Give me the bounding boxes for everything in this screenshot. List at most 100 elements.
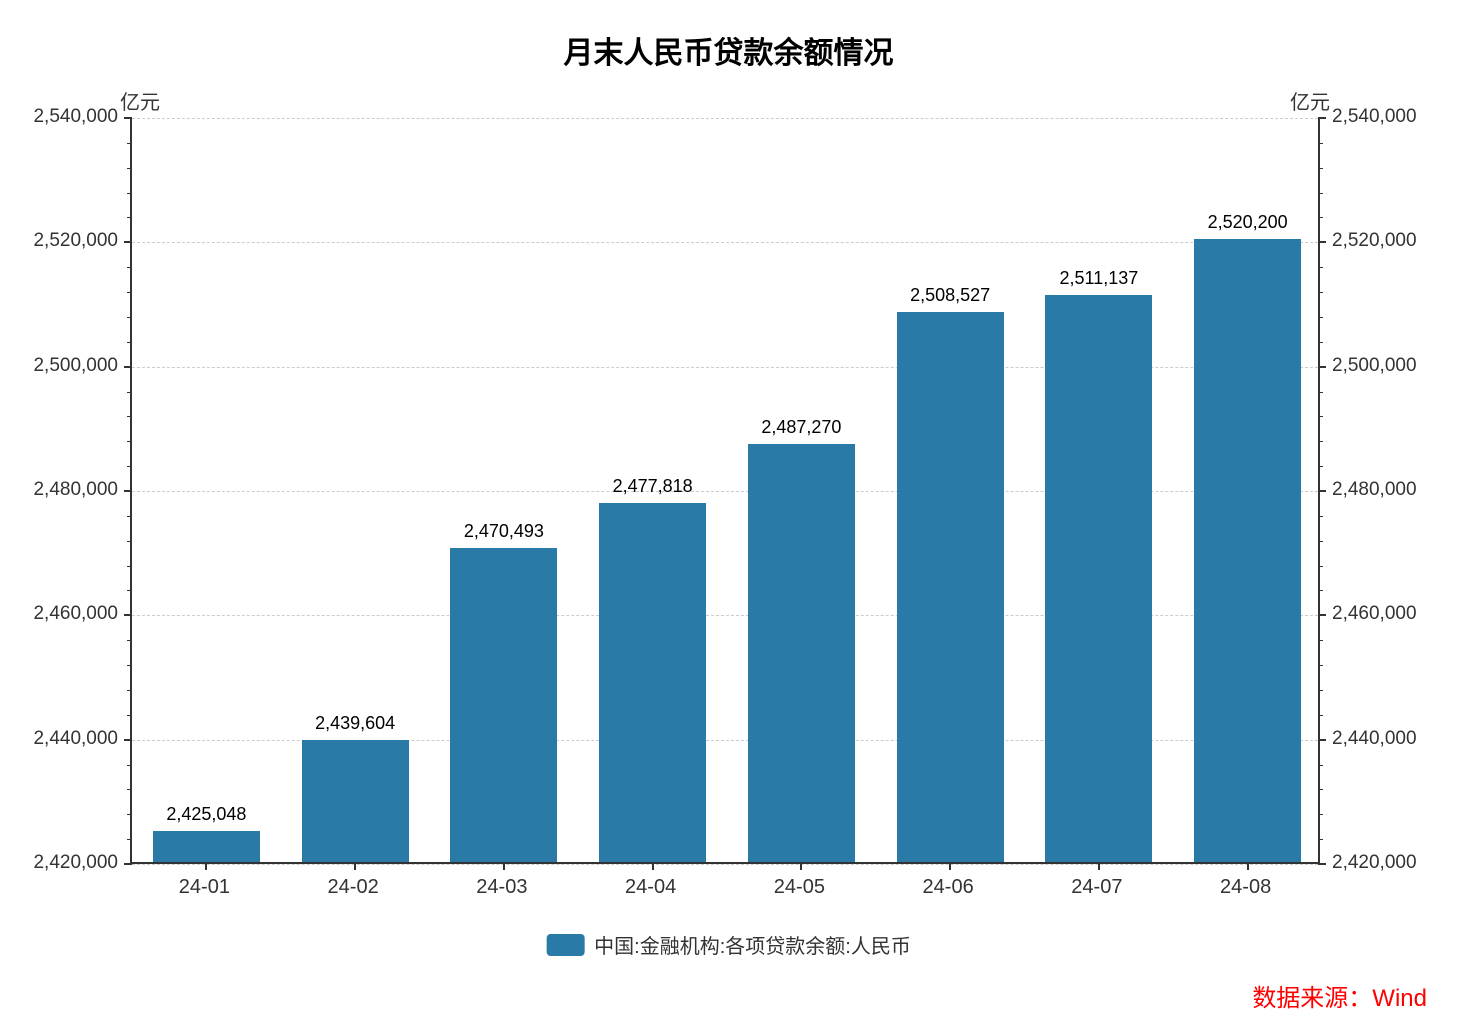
plot-area: 2,425,0482,439,6042,470,4932,477,8182,48… <box>130 118 1320 864</box>
minor-tick-left <box>127 839 132 840</box>
minor-tick-right <box>1318 441 1323 442</box>
bar <box>450 548 557 862</box>
bar <box>1194 239 1301 862</box>
ytick-label-right: 2,480,000 <box>1332 479 1417 501</box>
ytick-label-right: 2,540,000 <box>1332 106 1417 128</box>
bar-value-label: 2,439,604 <box>315 713 395 734</box>
minor-tick-right <box>1318 715 1323 716</box>
minor-tick-right <box>1318 292 1323 293</box>
ytick-mark-right <box>1318 614 1326 616</box>
minor-tick-right <box>1318 217 1323 218</box>
ytick-mark-left <box>124 490 132 492</box>
minor-tick-right <box>1318 590 1323 591</box>
ytick-mark-right <box>1318 117 1326 119</box>
minor-tick-right <box>1318 789 1323 790</box>
bar-value-label: 2,511,137 <box>1060 268 1139 289</box>
bar <box>748 444 855 862</box>
legend: 中国:金融机构:各项贷款余额:人民币 <box>546 930 911 959</box>
xtick-label: 24-07 <box>1071 876 1122 899</box>
bar-value-label: 2,520,200 <box>1208 212 1288 233</box>
ytick-label-left: 2,460,000 <box>33 603 118 625</box>
xtick-mark <box>800 862 802 870</box>
minor-tick-right <box>1318 665 1323 666</box>
xtick-label: 24-05 <box>774 876 825 899</box>
bar <box>897 312 1004 862</box>
ytick-label-right: 2,520,000 <box>1332 230 1417 252</box>
bar-value-label: 2,508,527 <box>910 285 990 306</box>
minor-tick-left <box>127 168 132 169</box>
ytick-label-left: 2,500,000 <box>33 355 118 377</box>
ytick-label-left: 2,440,000 <box>33 728 118 750</box>
minor-tick-left <box>127 814 132 815</box>
chart-title: 月末人民币贷款余额情况 <box>0 28 1457 72</box>
minor-tick-right <box>1318 640 1323 641</box>
gridline <box>132 118 1318 119</box>
bar <box>1045 295 1152 862</box>
ytick-mark-left <box>124 241 132 243</box>
xtick-label: 24-03 <box>476 876 527 899</box>
ytick-label-right: 2,440,000 <box>1332 728 1417 750</box>
ytick-label-left: 2,520,000 <box>33 230 118 252</box>
ytick-mark-left <box>124 366 132 368</box>
minor-tick-right <box>1318 193 1323 194</box>
gridline <box>132 864 1318 865</box>
xtick-mark <box>205 862 207 870</box>
minor-tick-left <box>127 143 132 144</box>
minor-tick-left <box>127 690 132 691</box>
ytick-mark-right <box>1318 739 1326 741</box>
minor-tick-right <box>1318 814 1323 815</box>
xtick-mark <box>949 862 951 870</box>
minor-tick-right <box>1318 267 1323 268</box>
ytick-label-right: 2,420,000 <box>1332 852 1417 874</box>
minor-tick-left <box>127 590 132 591</box>
bar-value-label: 2,487,270 <box>761 417 841 438</box>
minor-tick-left <box>127 665 132 666</box>
minor-tick-left <box>127 640 132 641</box>
xtick-label: 24-06 <box>923 876 974 899</box>
bar-value-label: 2,425,048 <box>166 804 246 825</box>
y-unit-right: 亿元 <box>1290 86 1330 115</box>
minor-tick-right <box>1318 342 1323 343</box>
ytick-mark-left <box>124 614 132 616</box>
minor-tick-left <box>127 541 132 542</box>
minor-tick-left <box>127 516 132 517</box>
ytick-label-right: 2,460,000 <box>1332 603 1417 625</box>
minor-tick-left <box>127 566 132 567</box>
minor-tick-right <box>1318 466 1323 467</box>
minor-tick-left <box>127 392 132 393</box>
xtick-label: 24-01 <box>179 876 230 899</box>
bar <box>153 831 260 862</box>
minor-tick-left <box>127 441 132 442</box>
ytick-mark-left <box>124 739 132 741</box>
minor-tick-right <box>1318 317 1323 318</box>
minor-tick-left <box>127 217 132 218</box>
bar <box>302 740 409 862</box>
minor-tick-right <box>1318 516 1323 517</box>
chart-container: 月末人民币贷款余额情况 亿元 亿元 2,425,0482,439,6042,47… <box>0 0 1457 1031</box>
minor-tick-right <box>1318 541 1323 542</box>
minor-tick-left <box>127 292 132 293</box>
xtick-mark <box>1247 862 1249 870</box>
minor-tick-right <box>1318 690 1323 691</box>
ytick-mark-right <box>1318 366 1326 368</box>
legend-swatch <box>546 934 584 956</box>
y-unit-left: 亿元 <box>120 86 160 115</box>
minor-tick-right <box>1318 566 1323 567</box>
minor-tick-right <box>1318 143 1323 144</box>
ytick-label-left: 2,540,000 <box>33 106 118 128</box>
minor-tick-right <box>1318 416 1323 417</box>
legend-label: 中国:金融机构:各项贷款余额:人民币 <box>594 930 911 959</box>
minor-tick-left <box>127 789 132 790</box>
minor-tick-right <box>1318 765 1323 766</box>
ytick-label-left: 2,480,000 <box>33 479 118 501</box>
minor-tick-left <box>127 267 132 268</box>
ytick-mark-left <box>124 117 132 119</box>
minor-tick-right <box>1318 839 1323 840</box>
xtick-label: 24-02 <box>328 876 379 899</box>
xtick-mark <box>354 862 356 870</box>
ytick-label-left: 2,420,000 <box>33 852 118 874</box>
minor-tick-left <box>127 193 132 194</box>
xtick-mark <box>503 862 505 870</box>
minor-tick-left <box>127 765 132 766</box>
ytick-mark-right <box>1318 490 1326 492</box>
